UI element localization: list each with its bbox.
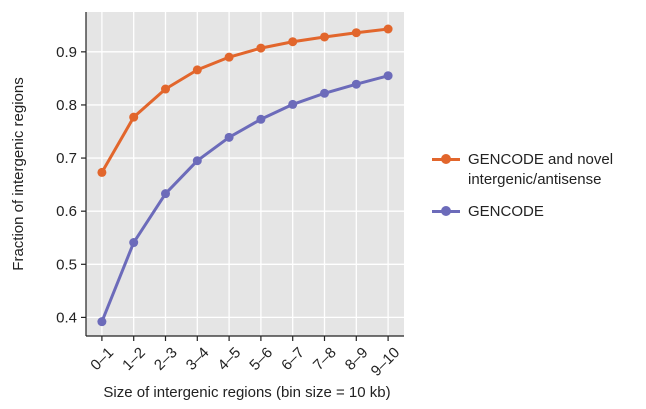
series-2-point — [129, 238, 139, 248]
x-tick-label: 8–9 — [342, 344, 372, 374]
x-tick-label: 4–5 — [215, 344, 245, 374]
y-axis-title: Fraction of intergenic regions — [10, 77, 27, 270]
y-tick-label: 0.6 — [56, 203, 77, 220]
series-2-point — [256, 114, 266, 124]
y-tick-label: 0.5 — [56, 256, 77, 273]
series-line-2 — [100, 74, 390, 324]
y-tick-label: 0.4 — [56, 309, 77, 326]
series-2-point — [224, 132, 234, 142]
series-line-1 — [100, 27, 390, 174]
y-tick-label: 0.8 — [56, 97, 77, 114]
series-2-point — [97, 317, 107, 327]
series-1-point — [129, 112, 139, 122]
legend-label-series-2: GENCODE — [468, 203, 544, 220]
series-1-point — [320, 32, 329, 42]
series-2-point — [288, 99, 298, 109]
legend-marker-series-2 — [441, 206, 451, 216]
x-tick-label: 6–7 — [278, 344, 308, 374]
x-tick-label: 3–4 — [183, 344, 213, 374]
x-tick-label: 9–10 — [368, 344, 404, 380]
legend: GENCODE and novel intergenic/antisense G… — [432, 150, 642, 234]
legend-swatch-series-1 — [432, 150, 460, 168]
series-1-point — [97, 167, 107, 177]
legend-swatch-series-2 — [432, 202, 460, 220]
series-2-point — [161, 189, 170, 199]
legend-label-series-1: GENCODE and novel intergenic/antisense — [468, 151, 614, 188]
series-2-point — [320, 88, 329, 98]
x-axis-title: Size of intergenic regions (bin size = 1… — [103, 384, 390, 401]
x-tick-label: 7–8 — [310, 344, 340, 374]
plot-background — [86, 12, 404, 336]
series-2-point — [192, 156, 202, 166]
x-tick-label: 0–1 — [87, 344, 117, 374]
x-tick-label: 1–2 — [119, 344, 149, 374]
series-1-point — [192, 65, 202, 75]
legend-item-series-2: GENCODE — [432, 202, 642, 222]
series-1-point — [288, 37, 298, 47]
x-tick-label: 5–6 — [246, 344, 276, 374]
series-1-point — [161, 84, 170, 94]
legend-item-series-1: GENCODE and novel intergenic/antisense — [432, 150, 642, 190]
y-tick-label: 0.9 — [56, 44, 77, 61]
series-2-point — [383, 71, 393, 81]
series-1-point — [351, 28, 361, 38]
y-tick-label: 0.7 — [56, 150, 77, 167]
series-1-point — [383, 24, 393, 34]
series-2-point — [351, 79, 361, 89]
legend-marker-series-1 — [441, 154, 451, 164]
series-1-point — [224, 52, 234, 62]
series-1-point — [256, 43, 266, 53]
x-tick-label: 2–3 — [151, 344, 181, 374]
